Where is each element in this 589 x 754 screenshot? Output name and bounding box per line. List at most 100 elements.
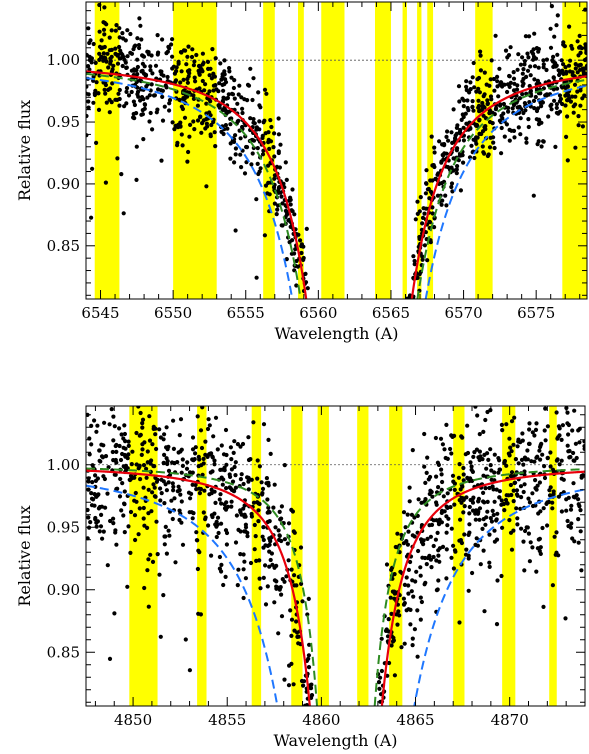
data-point — [444, 547, 449, 552]
data-point — [114, 442, 119, 448]
data-point — [179, 69, 184, 74]
data-point — [420, 215, 426, 220]
data-point — [244, 145, 250, 150]
data-point — [212, 458, 217, 463]
data-point — [273, 525, 278, 530]
data-point — [133, 490, 138, 496]
data-point — [564, 134, 569, 139]
data-point — [426, 186, 431, 192]
data-point — [233, 473, 238, 478]
data-point — [543, 438, 548, 443]
data-point — [114, 23, 119, 28]
data-point — [276, 631, 281, 636]
data-point — [251, 76, 256, 81]
data-point — [175, 140, 180, 145]
data-point — [475, 543, 480, 548]
data-point — [193, 451, 198, 456]
data-point — [440, 544, 446, 550]
data-point — [135, 72, 140, 77]
data-point — [195, 566, 200, 572]
data-point — [531, 98, 537, 103]
data-point — [104, 100, 109, 105]
data-point — [255, 161, 260, 166]
data-point — [507, 127, 512, 132]
data-point — [100, 536, 105, 541]
data-point — [177, 508, 182, 513]
data-point — [461, 114, 466, 120]
data-point — [128, 509, 134, 515]
data-point — [266, 140, 271, 145]
data-point — [448, 446, 453, 452]
data-point — [86, 52, 89, 58]
data-point — [86, 479, 91, 484]
data-point — [233, 133, 238, 138]
data-point — [149, 509, 154, 514]
data-point — [114, 542, 119, 547]
data-point — [161, 593, 166, 598]
data-point — [133, 43, 138, 48]
data-point — [225, 126, 230, 131]
data-point — [261, 575, 266, 581]
data-point — [197, 491, 202, 496]
data-point — [547, 493, 553, 498]
data-point — [299, 581, 304, 587]
data-point — [133, 537, 138, 543]
data-point — [232, 464, 237, 470]
data-point — [466, 588, 471, 593]
data-point — [534, 421, 539, 426]
data-point — [421, 542, 426, 547]
data-point — [139, 69, 144, 74]
data-point — [97, 529, 102, 534]
data-point — [261, 525, 266, 530]
data-point — [101, 27, 107, 32]
y-tick-label: 1.00 — [47, 51, 80, 69]
data-point — [489, 477, 494, 482]
data-point — [213, 144, 218, 149]
data-point — [131, 99, 136, 104]
data-point — [464, 84, 469, 89]
data-point — [525, 68, 531, 73]
data-point — [418, 617, 423, 622]
data-point — [103, 454, 109, 459]
data-point — [401, 541, 406, 546]
data-point — [136, 532, 141, 537]
data-point — [509, 419, 515, 424]
data-point — [86, 84, 89, 89]
data-point — [528, 64, 533, 69]
data-point — [511, 442, 516, 447]
data-point — [134, 499, 139, 504]
data-point — [275, 207, 280, 212]
x-tick-label: 6570 — [444, 304, 482, 322]
data-point — [545, 456, 550, 461]
data-point — [457, 99, 462, 104]
data-point — [515, 522, 520, 527]
data-point — [241, 552, 246, 557]
data-point — [464, 495, 469, 500]
data-point — [266, 509, 271, 514]
data-point — [158, 498, 163, 503]
data-point — [461, 510, 466, 515]
data-point — [160, 94, 165, 99]
data-point — [473, 508, 479, 513]
data-point — [426, 477, 431, 482]
data-point — [242, 514, 247, 519]
data-point — [480, 104, 485, 109]
data-point — [427, 219, 432, 224]
data-point — [581, 69, 586, 74]
y-tick-label: 0.90 — [47, 175, 80, 193]
data-point — [291, 682, 296, 687]
data-point — [146, 487, 151, 492]
data-point — [526, 117, 531, 122]
data-point — [421, 538, 426, 543]
data-point — [483, 486, 488, 491]
data-point — [151, 482, 156, 487]
data-point — [269, 124, 274, 130]
data-point — [87, 452, 92, 457]
data-point — [124, 101, 129, 106]
data-point — [434, 474, 439, 479]
data-point — [210, 454, 215, 459]
data-point — [505, 89, 510, 95]
data-point — [544, 57, 550, 62]
data-point — [524, 525, 529, 530]
data-point — [520, 71, 525, 76]
